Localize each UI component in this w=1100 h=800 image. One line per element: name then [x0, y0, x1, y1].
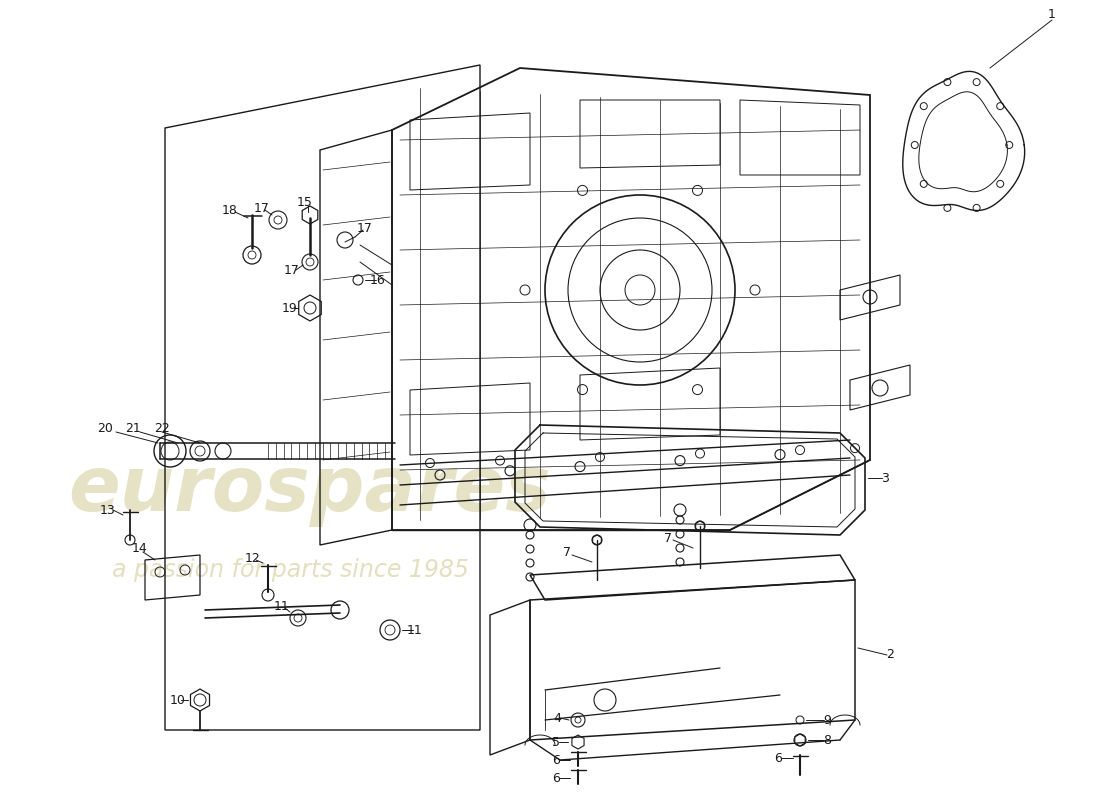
Text: 5: 5	[552, 735, 560, 749]
Text: 2: 2	[887, 649, 894, 662]
Text: 6: 6	[774, 751, 782, 765]
Text: 11: 11	[407, 623, 422, 637]
Text: 6: 6	[552, 771, 560, 785]
Text: 17: 17	[254, 202, 270, 214]
Text: 10: 10	[170, 694, 186, 706]
Text: 7: 7	[563, 546, 571, 559]
Text: 4: 4	[553, 711, 561, 725]
Text: 18: 18	[222, 203, 238, 217]
Text: 11: 11	[274, 599, 290, 613]
Text: 19: 19	[282, 302, 298, 314]
Text: 12: 12	[245, 551, 261, 565]
Text: 22: 22	[154, 422, 169, 434]
Text: a passion for parts since 1985: a passion for parts since 1985	[111, 558, 469, 582]
Text: 17: 17	[284, 263, 300, 277]
Text: 6: 6	[552, 754, 560, 766]
Text: eurospares: eurospares	[68, 453, 551, 527]
Text: 16: 16	[370, 274, 386, 286]
Text: 3: 3	[881, 471, 889, 485]
Text: 1: 1	[1048, 7, 1056, 21]
Text: 21: 21	[125, 422, 141, 434]
Text: 14: 14	[132, 542, 147, 554]
Text: 7: 7	[664, 531, 672, 545]
Text: 20: 20	[97, 422, 113, 434]
Text: 8: 8	[823, 734, 830, 746]
Text: 9: 9	[823, 714, 830, 726]
Text: 15: 15	[297, 197, 312, 210]
Text: 13: 13	[100, 503, 116, 517]
Text: 17: 17	[358, 222, 373, 234]
